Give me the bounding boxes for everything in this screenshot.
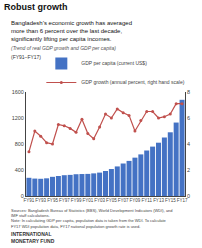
- svg-text:FY13: FY13: [153, 198, 164, 203]
- svg-text:1600: 1600: [12, 89, 24, 95]
- svg-text:8: 8: [187, 89, 190, 95]
- svg-text:GDP per capita (current US$): GDP per capita (current US$): [81, 60, 147, 66]
- svg-text:0: 0: [187, 193, 190, 199]
- svg-text:INTERNATIONALMONETARY FUND: INTERNATIONALMONETARY FUND: [11, 231, 55, 244]
- svg-text:(FY91–FY17): (FY91–FY17): [11, 54, 41, 60]
- svg-text:FY11: FY11: [142, 198, 153, 203]
- svg-text:FY91: FY91: [24, 198, 35, 203]
- svg-text:FY01: FY01: [82, 198, 93, 203]
- svg-text:4: 4: [187, 141, 190, 147]
- svg-text:800: 800: [15, 141, 24, 147]
- svg-text:FY09: FY09: [130, 198, 141, 203]
- svg-text:FY95: FY95: [47, 198, 58, 203]
- svg-text:FY15: FY15: [165, 198, 176, 203]
- svg-text:FY17: FY17: [177, 198, 188, 203]
- svg-text:FY99: FY99: [71, 198, 82, 203]
- svg-text:400: 400: [15, 167, 24, 173]
- svg-text:Bangladesh’s economic growth h: Bangladesh’s economic growth has average…: [11, 20, 132, 42]
- svg-text:FY07: FY07: [118, 198, 129, 203]
- svg-text:1200: 1200: [12, 115, 24, 121]
- svg-text:FY05: FY05: [106, 198, 117, 203]
- svg-text:FY93: FY93: [35, 198, 46, 203]
- svg-text:FY03: FY03: [94, 198, 105, 203]
- svg-text:Robust growth: Robust growth: [4, 2, 68, 12]
- svg-text:(Trend of real GDP growth and: (Trend of real GDP growth and GDP per ca…: [11, 45, 116, 51]
- svg-text:0: 0: [21, 193, 24, 199]
- svg-text:Sources: Bangladesh Bureau of: Sources: Bangladesh Bureau of Statistics…: [11, 208, 173, 229]
- svg-text:FY97: FY97: [59, 198, 70, 203]
- svg-text:6: 6: [187, 115, 190, 121]
- svg-text:GDP growth (annual percent, ri: GDP growth (annual percent, right hand s…: [81, 79, 184, 85]
- svg-text:2: 2: [187, 167, 190, 173]
